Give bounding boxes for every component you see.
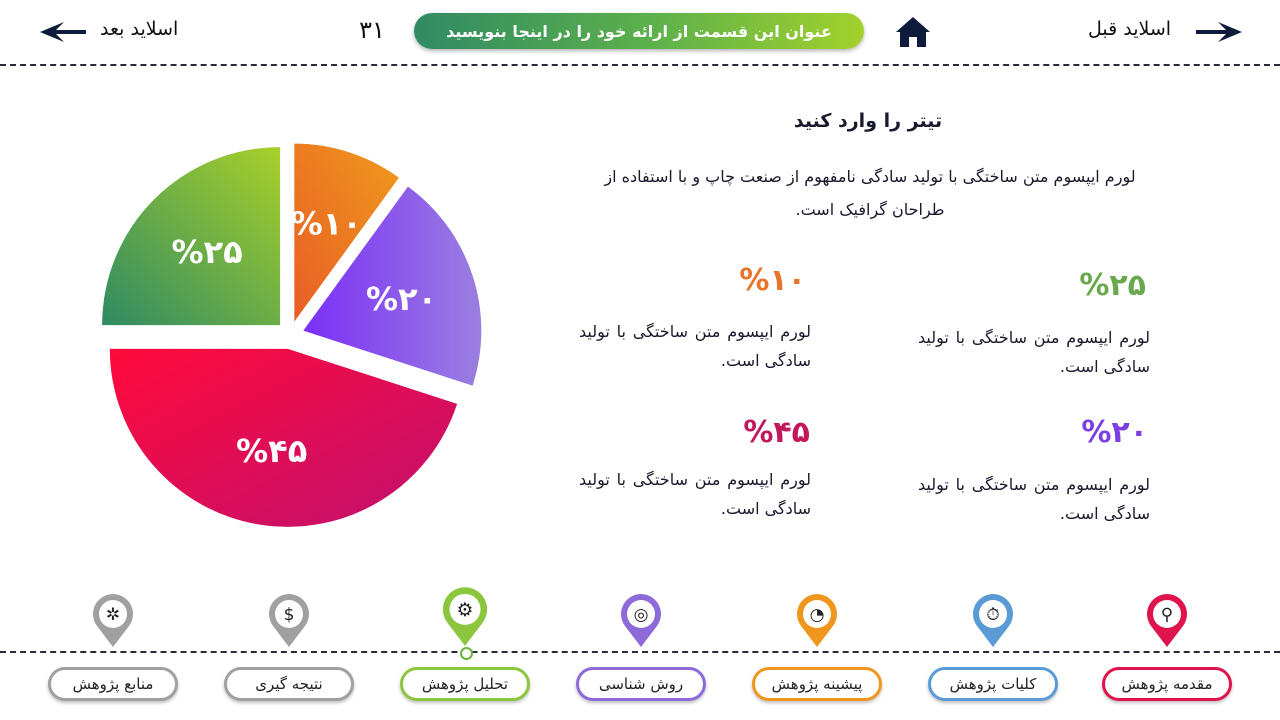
pie-slice-label: %۲۵ [172,233,243,271]
svg-text:✲: ✲ [106,605,120,625]
menu-background[interactable]: پیشینه پژوهش [752,667,882,701]
menu-generalities[interactable]: کلیات پژوهش [928,667,1058,701]
svg-text:$: $ [284,605,295,625]
stat-description: لورم ایپسوم متن ساختگی با تولید سادگی اس… [579,322,811,370]
active-indicator [460,647,473,660]
prev-slide-link[interactable]: اسلاید قبل [1088,18,1172,40]
pie-slice-label: %۲۰ [366,280,437,318]
pie-slice [294,143,399,322]
menu-analysis[interactable]: تحلیل پژوهش [400,667,530,701]
menu-references[interactable]: منابع پژوهش [48,667,178,701]
search-person-icon[interactable]: ⚲ [1145,592,1189,648]
svg-text:◔: ◔ [810,605,825,625]
bottom-divider [0,651,1280,653]
pie-slice-label: %۴۵ [236,432,307,470]
gear-icon[interactable]: ⚙ [440,585,490,647]
top-divider [0,64,1280,66]
pie-slice-label: %۱۰ [291,204,362,242]
intro-paragraph: لورم ایپسوم متن ساختگی با تولید سادگی نا… [604,167,1136,219]
next-arrow-icon[interactable] [40,22,86,42]
menu-conclusion[interactable]: نتیجه گیری [224,667,354,701]
section-title: عنوان این قسمت از ارائه خود را در اینجا … [414,13,864,49]
target-icon[interactable]: ◎ [619,592,663,648]
stat-percent: %۱۰ [739,263,806,298]
cog-hand-icon[interactable]: ✲ [91,592,135,648]
svg-text:◎: ◎ [634,605,649,625]
stat-description: لورم ایپسوم متن ساختگی با تولید سادگی اس… [579,470,811,518]
home-icon[interactable] [895,16,931,48]
stat-percent: %۴۵ [743,415,810,450]
stat-percent: %۲۵ [1079,268,1146,303]
pie-slice [102,147,281,326]
svg-text:⚲: ⚲ [1161,605,1173,625]
pie-chart: %۱۰%۲۰ %۴۵ %۲۵ [102,143,482,527]
menu-intro[interactable]: مقدمه پژوهش [1102,667,1232,701]
menu-methodology[interactable]: روش شناسی [576,667,706,701]
next-slide-link[interactable]: اسلاید بعد [100,18,179,40]
stat-description: لورم ایپسوم متن ساختگی با تولید سادگی اس… [918,328,1150,376]
slide-number: ۳۱ [359,16,385,44]
stopwatch-icon[interactable]: ⏱ [971,592,1015,648]
svg-text:⚙: ⚙ [457,600,474,621]
stat-percent: %۲۰ [1081,415,1148,450]
stat-description: لورم ایپسوم متن ساختگی با تولید سادگی اس… [918,475,1150,523]
pie-chart-icon[interactable]: ◔ [795,592,839,648]
lightbulb-dollar-icon[interactable]: $ [267,592,311,648]
svg-text:⏱: ⏱ [986,605,999,625]
pie-slice [303,186,482,386]
prev-arrow-icon[interactable] [1196,22,1242,42]
pie-slice [109,348,458,527]
content-heading: تیتر را وارد کنید [793,110,943,132]
